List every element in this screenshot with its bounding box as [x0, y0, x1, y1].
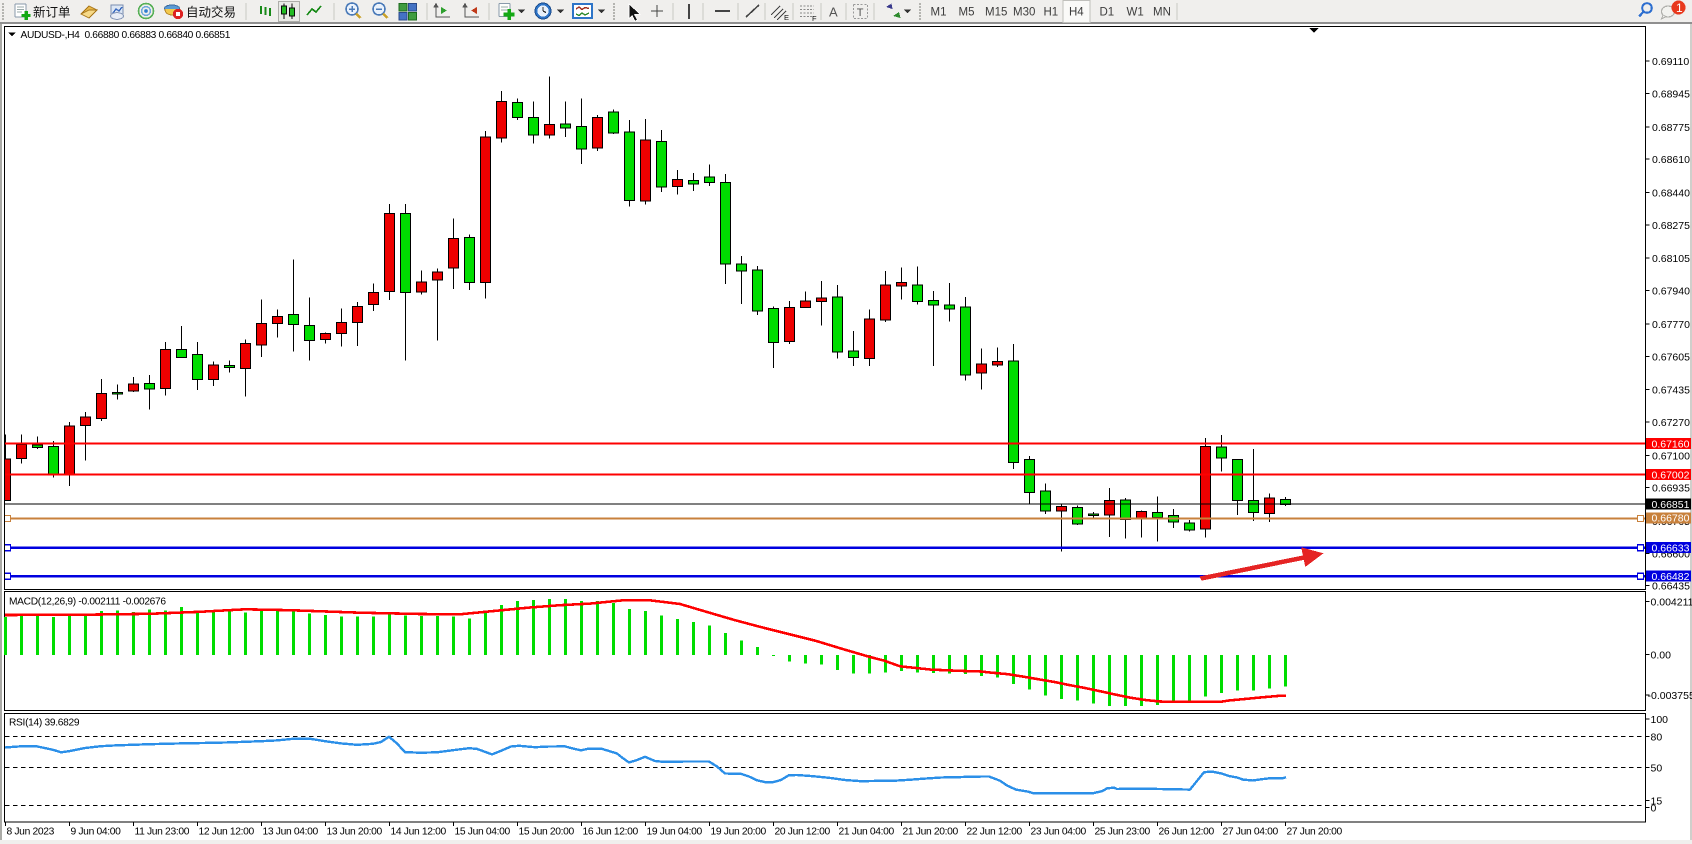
svg-text:T: T	[857, 7, 864, 19]
svg-text:0.68275: 0.68275	[1652, 220, 1690, 232]
svg-text:80: 80	[1651, 731, 1663, 743]
svg-text:M30: M30	[1013, 7, 1035, 19]
svg-text:W1: W1	[1127, 7, 1144, 19]
svg-text:0: 0	[1651, 803, 1657, 815]
svg-text:0.67160: 0.67160	[1652, 438, 1690, 450]
svg-text:14 Jun 12:00: 14 Jun 12:00	[391, 827, 447, 838]
svg-text:23 Jun 04:00: 23 Jun 04:00	[1031, 827, 1087, 838]
svg-text:MN: MN	[1153, 7, 1171, 19]
svg-text:0.00: 0.00	[1651, 650, 1672, 662]
svg-text:19 Jun 04:00: 19 Jun 04:00	[647, 827, 703, 838]
svg-text:0.66482: 0.66482	[1652, 571, 1690, 583]
svg-text:M1: M1	[931, 7, 947, 19]
svg-text:13 Jun 04:00: 13 Jun 04:00	[263, 827, 319, 838]
svg-text:-0.003755: -0.003755	[1648, 690, 1692, 702]
svg-text:0.68105: 0.68105	[1652, 253, 1690, 265]
svg-text:20 Jun 12:00: 20 Jun 12:00	[775, 827, 831, 838]
svg-text:0.66851: 0.66851	[1652, 499, 1690, 511]
svg-text:22 Jun 12:00: 22 Jun 12:00	[967, 827, 1023, 838]
svg-text:11 Jun 23:00: 11 Jun 23:00	[135, 827, 190, 838]
svg-text:0.67940: 0.67940	[1652, 286, 1690, 298]
svg-text:0.66435: 0.66435	[1652, 581, 1690, 593]
svg-text:M15: M15	[985, 7, 1007, 19]
svg-text:新订单: 新订单	[33, 5, 71, 20]
svg-text:15 Jun 20:00: 15 Jun 20:00	[519, 827, 575, 838]
svg-text:15 Jun 04:00: 15 Jun 04:00	[455, 827, 511, 838]
svg-text:27 Jun 04:00: 27 Jun 04:00	[1223, 827, 1279, 838]
svg-text:H4: H4	[1069, 7, 1084, 19]
svg-text:H1: H1	[1044, 7, 1059, 19]
svg-text:1: 1	[1676, 1, 1683, 15]
svg-text:0.68775: 0.68775	[1652, 122, 1690, 134]
svg-text:16 Jun 12:00: 16 Jun 12:00	[583, 827, 639, 838]
svg-text:9 Jun 04:00: 9 Jun 04:00	[71, 827, 122, 838]
svg-text:0.68440: 0.68440	[1652, 188, 1690, 200]
svg-text:0.66780: 0.66780	[1652, 513, 1690, 525]
svg-text:0.004211: 0.004211	[1651, 597, 1692, 609]
svg-text:12 Jun 12:00: 12 Jun 12:00	[199, 827, 255, 838]
svg-text:13 Jun 20:00: 13 Jun 20:00	[327, 827, 383, 838]
svg-text:27 Jun 20:00: 27 Jun 20:00	[1287, 827, 1343, 838]
svg-text:0.68610: 0.68610	[1652, 154, 1690, 166]
svg-text:自动交易: 自动交易	[186, 5, 236, 20]
svg-text:0.68945: 0.68945	[1652, 89, 1690, 101]
svg-text:0.67100: 0.67100	[1652, 450, 1690, 462]
svg-text:26 Jun 12:00: 26 Jun 12:00	[1159, 827, 1215, 838]
svg-text:25 Jun 23:00: 25 Jun 23:00	[1095, 827, 1151, 838]
svg-text:0.67770: 0.67770	[1652, 319, 1690, 331]
svg-text:AUDUSD-,H4 0.66880 0.66883 0.: AUDUSD-,H4 0.66880 0.66883 0.66840 0.668…	[21, 30, 231, 41]
svg-text:15: 15	[1651, 796, 1663, 808]
svg-text:0.67605: 0.67605	[1652, 351, 1690, 363]
svg-text:0.67435: 0.67435	[1652, 385, 1690, 397]
svg-text:19 Jun 20:00: 19 Jun 20:00	[711, 827, 767, 838]
svg-text:21 Jun 04:00: 21 Jun 04:00	[839, 827, 895, 838]
svg-text:M5: M5	[959, 7, 975, 19]
svg-text:MACD(12,26,9) -0.002111 -0.002: MACD(12,26,9) -0.002111 -0.002676	[9, 597, 166, 608]
svg-text:100: 100	[1651, 714, 1669, 726]
svg-text:0.66633: 0.66633	[1652, 542, 1690, 554]
svg-text:0.67002: 0.67002	[1652, 469, 1690, 481]
svg-text:8 Jun 2023: 8 Jun 2023	[7, 827, 55, 838]
svg-text:0.66935: 0.66935	[1652, 483, 1690, 495]
svg-text:D1: D1	[1100, 7, 1115, 19]
svg-text:F: F	[812, 14, 817, 23]
svg-text:0.67270: 0.67270	[1652, 417, 1690, 429]
svg-text:E: E	[784, 13, 789, 22]
svg-text:50: 50	[1651, 763, 1663, 775]
svg-text:A: A	[829, 5, 838, 20]
svg-text:0.69110: 0.69110	[1652, 56, 1689, 68]
svg-text:21 Jun 20:00: 21 Jun 20:00	[903, 827, 959, 838]
svg-text:RSI(14) 39.6829: RSI(14) 39.6829	[9, 718, 80, 729]
